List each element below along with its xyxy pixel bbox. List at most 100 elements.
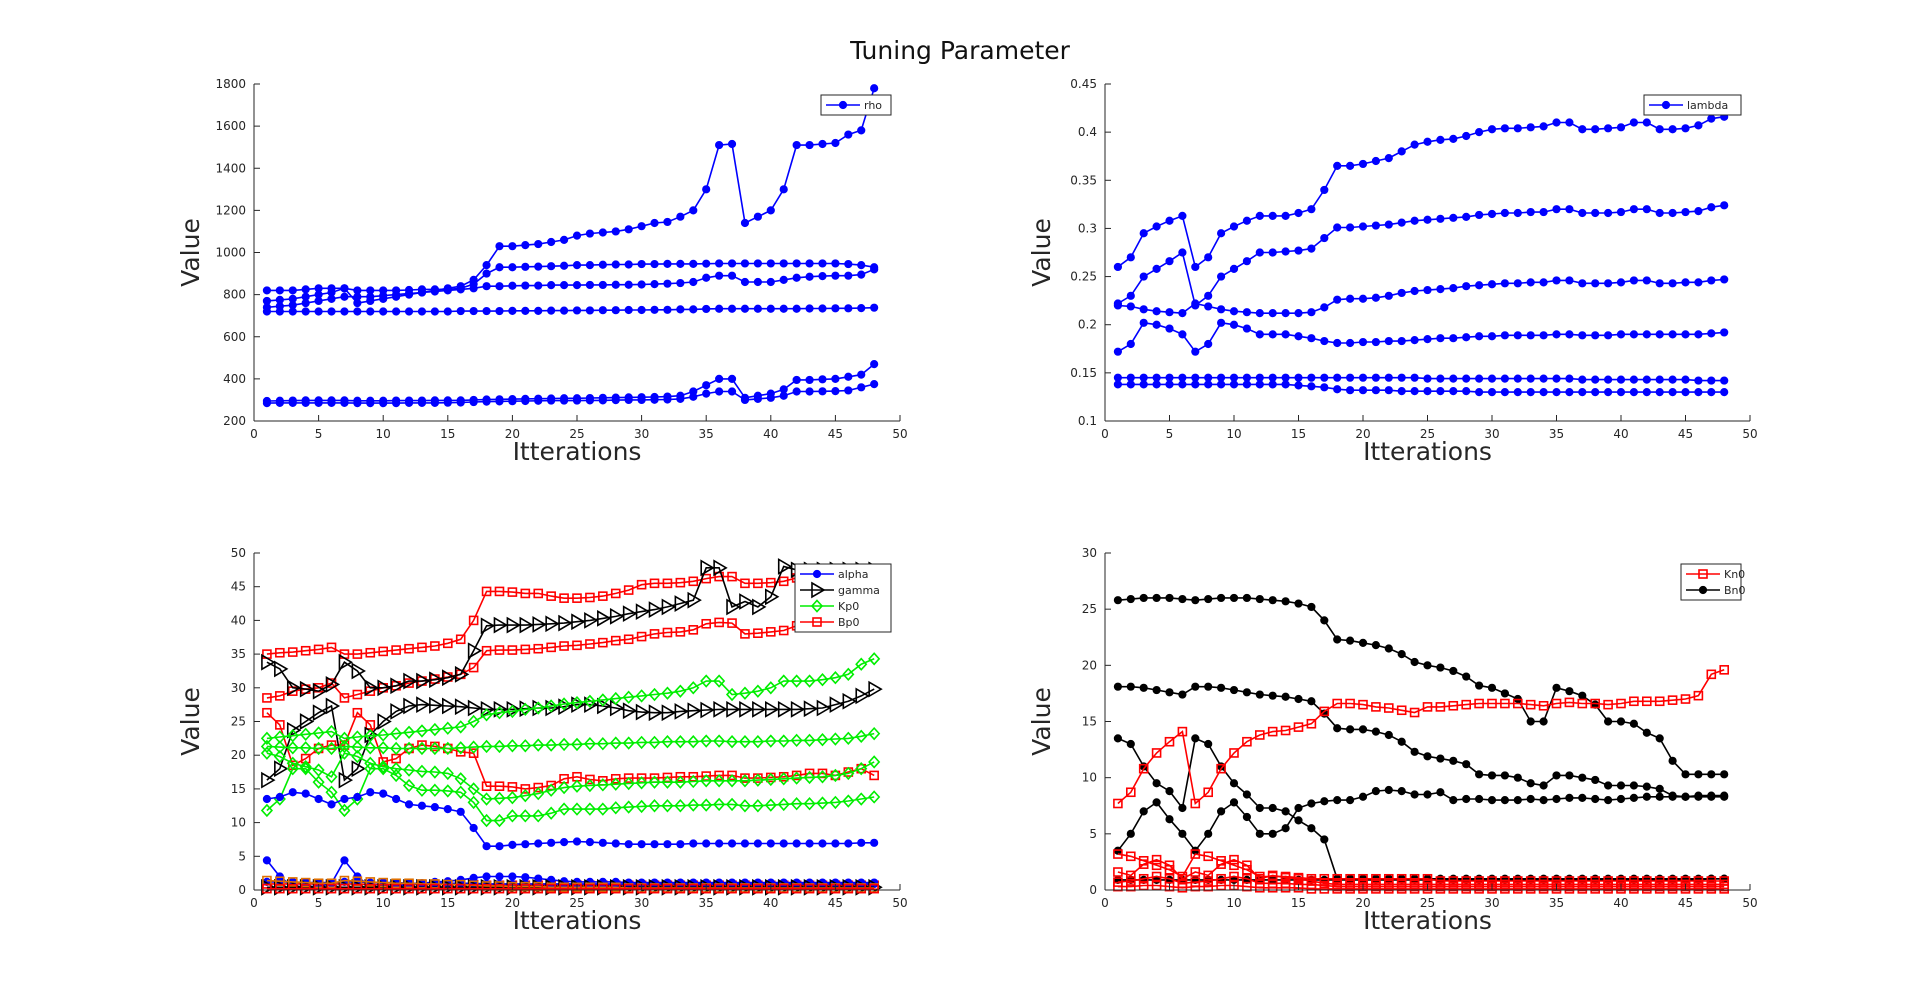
data-point xyxy=(1165,787,1174,796)
data-point xyxy=(340,398,349,407)
data-point xyxy=(1539,331,1548,340)
data-point xyxy=(1410,336,1419,345)
data-point xyxy=(649,629,660,639)
data-point xyxy=(275,307,284,316)
data-point xyxy=(339,883,350,894)
data-point xyxy=(676,212,685,221)
data-point xyxy=(1152,373,1161,382)
data-point xyxy=(790,700,806,718)
data-point xyxy=(1604,124,1613,133)
data-point xyxy=(468,615,479,626)
data-point xyxy=(1578,279,1587,288)
data-point xyxy=(805,140,814,150)
data-point xyxy=(1320,835,1329,844)
data-point xyxy=(1694,376,1703,385)
data-point xyxy=(1358,792,1368,801)
data-point xyxy=(635,776,648,790)
data-point xyxy=(1255,829,1264,838)
data-point xyxy=(1693,884,1704,894)
data-point xyxy=(777,558,793,575)
data-point xyxy=(1423,790,1432,799)
y-tick-label: 25 xyxy=(231,715,246,729)
data-point xyxy=(739,593,754,610)
data-point xyxy=(1396,705,1407,716)
data-point xyxy=(1629,793,1639,802)
data-point xyxy=(519,739,532,753)
data-point xyxy=(506,809,519,823)
data-point xyxy=(1436,387,1445,396)
data-point xyxy=(416,696,431,714)
data-point xyxy=(260,803,274,818)
data-point xyxy=(1126,373,1135,382)
data-point xyxy=(1332,884,1342,894)
data-point xyxy=(261,771,276,789)
data-point xyxy=(585,280,595,290)
data-point xyxy=(403,697,418,715)
data-point xyxy=(1139,318,1148,327)
data-point xyxy=(1203,787,1213,798)
data-point xyxy=(1165,324,1174,333)
data-point xyxy=(585,592,595,603)
data-point xyxy=(648,799,661,813)
x-tick-label: 5 xyxy=(315,427,323,441)
data-point xyxy=(1539,796,1548,805)
data-point xyxy=(443,805,452,814)
data-point xyxy=(1720,275,1729,284)
data-point xyxy=(585,229,595,238)
data-point xyxy=(1707,276,1716,285)
data-point xyxy=(753,304,762,313)
data-point xyxy=(1371,337,1381,347)
data-point xyxy=(1654,884,1665,894)
data-point xyxy=(545,699,558,713)
data-point xyxy=(792,375,801,385)
data-point xyxy=(829,671,842,685)
data-point xyxy=(570,695,584,710)
data-point xyxy=(1629,884,1639,894)
data-point xyxy=(428,722,441,737)
data-point xyxy=(572,593,582,603)
data-point xyxy=(740,883,750,894)
data-point xyxy=(1178,330,1187,339)
data-point xyxy=(441,784,454,798)
data-point xyxy=(429,696,444,714)
data-point xyxy=(1178,829,1187,838)
data-point xyxy=(1178,380,1187,389)
data-point xyxy=(392,794,401,804)
data-point xyxy=(1449,284,1458,293)
data-point xyxy=(1475,281,1484,290)
data-point xyxy=(792,387,801,396)
data-point xyxy=(1655,330,1664,339)
data-point xyxy=(482,282,491,291)
data-point xyxy=(455,883,466,894)
data-point xyxy=(1513,796,1522,805)
data-point xyxy=(340,794,349,804)
data-point xyxy=(1242,593,1252,603)
data-point xyxy=(624,305,633,315)
data-point xyxy=(1410,657,1419,667)
data-point xyxy=(1384,220,1393,229)
data-point xyxy=(1151,748,1162,758)
data-point xyxy=(559,396,569,405)
data-point xyxy=(1191,596,1200,605)
data-point xyxy=(521,241,530,250)
data-point xyxy=(495,397,504,406)
data-point xyxy=(753,212,762,221)
data-point xyxy=(366,292,375,301)
data-point xyxy=(1436,284,1445,294)
data-point xyxy=(635,703,651,721)
data-point xyxy=(521,873,530,882)
data-point xyxy=(1436,214,1445,223)
data-point xyxy=(1603,884,1613,894)
data-point xyxy=(611,396,620,405)
data-point xyxy=(1487,332,1497,341)
data-point xyxy=(1475,374,1484,383)
data-point xyxy=(481,781,492,792)
y-tick-label: 800 xyxy=(223,288,246,302)
data-point xyxy=(1668,125,1677,134)
data-point xyxy=(392,307,401,316)
data-point xyxy=(870,84,879,93)
data-point xyxy=(818,304,827,313)
data-point xyxy=(1462,387,1471,396)
data-point xyxy=(1190,849,1201,859)
